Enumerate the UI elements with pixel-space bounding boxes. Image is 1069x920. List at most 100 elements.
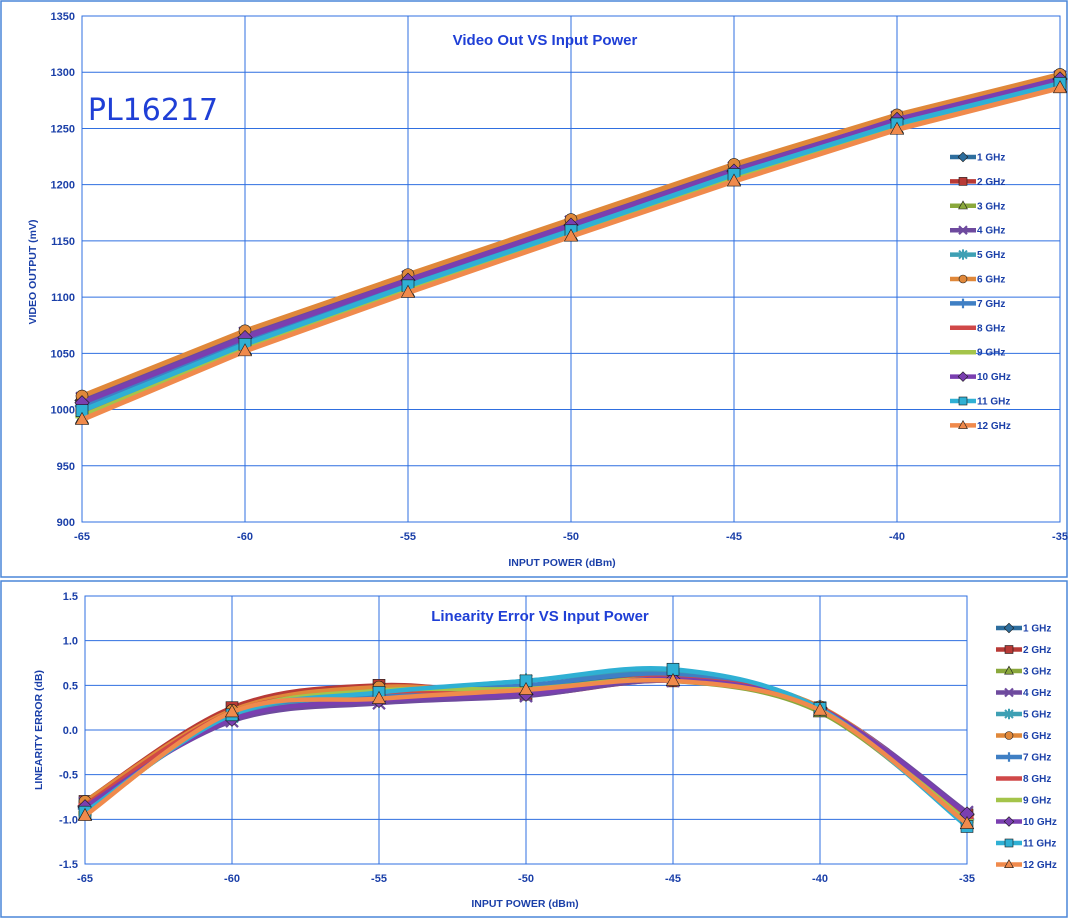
legend-marker — [958, 350, 968, 354]
series-12-ghz — [74, 80, 1068, 425]
legend-marker — [958, 249, 968, 260]
legend-item: 11 GHz — [996, 839, 1056, 850]
y-tick-label: 1100 — [51, 292, 75, 304]
legend-item: 12 GHz — [950, 419, 1011, 432]
series-12-ghz — [77, 673, 975, 829]
legend-label: 12 GHz — [977, 421, 1011, 432]
legend-item: 3 GHz — [950, 200, 1005, 212]
legend-label: 1 GHz — [1023, 624, 1051, 635]
x-tick-label: -50 — [518, 873, 534, 885]
y-tick-label: 1.5 — [63, 591, 78, 603]
x-tick-label: -45 — [665, 873, 681, 885]
y-axis-title: VIDEO OUTPUT (mV) — [27, 219, 39, 324]
legend-marker — [958, 225, 968, 235]
x-axis-title: INPUT POWER (dBm) — [471, 898, 578, 910]
legend-marker — [958, 298, 968, 309]
legend-item: 7 GHz — [950, 298, 1005, 310]
y-tick-label: -1.0 — [59, 814, 78, 826]
x-tick-label: -50 — [563, 531, 579, 543]
y-tick-label: 1150 — [51, 236, 75, 248]
legend-marker — [1004, 752, 1014, 762]
y-tick-label: 1300 — [51, 67, 75, 79]
data-point — [812, 702, 828, 716]
linearity-error-chart: -65 -60 -55 -50 -45 -40 -35 -1.5 -1.0 -0.5 0.0 0.5 1… — [0, 580, 1069, 920]
legend-item: 9 GHz — [996, 796, 1051, 807]
legend-label: 10 GHz — [1023, 817, 1057, 828]
y-tick-label: 950 — [57, 461, 75, 473]
legend-label: 6 GHz — [1023, 731, 1051, 742]
data-point — [563, 228, 579, 242]
x-tick-label: -40 — [889, 531, 905, 543]
legend-marker — [1004, 687, 1014, 698]
legend-marker — [958, 200, 968, 210]
legend-marker — [1004, 731, 1014, 740]
x-tick-label: -55 — [400, 531, 416, 543]
y-tick-label: 1000 — [51, 405, 75, 417]
legend-label: 2 GHz — [1023, 645, 1051, 656]
legend-item: 4 GHz — [996, 687, 1051, 699]
legend-marker — [958, 177, 968, 186]
legend-marker — [1004, 798, 1014, 802]
legend-label: 9 GHz — [977, 348, 1005, 359]
legend-label: 9 GHz — [1023, 796, 1051, 807]
chart-title: Linearity Error VS Input Power — [431, 608, 649, 625]
legend-marker — [1003, 622, 1015, 634]
chart-frame — [0, 0, 1068, 578]
chart-title: Video Out VS Input Power — [453, 32, 638, 49]
legend-item: 1 GHz — [950, 151, 1005, 164]
y-tick-label: -0.5 — [59, 770, 78, 782]
data-point — [400, 284, 416, 298]
data-point — [77, 807, 93, 821]
video-output-chart-svg: -65 -60 -55 -50 -45 -40 -35 900 950 1000 1050 1100 1… — [0, 0, 1068, 578]
legend-label: 8 GHz — [977, 323, 1005, 334]
x-tick-label: -35 — [1052, 531, 1068, 543]
legend-label: 5 GHz — [977, 250, 1005, 261]
data-point — [518, 681, 534, 695]
x-tick-label: -35 — [959, 873, 975, 885]
legend-marker — [957, 151, 969, 163]
legend-label: 7 GHz — [1023, 753, 1051, 764]
legend-marker — [1004, 645, 1014, 654]
legend-item: 2 GHz — [950, 177, 1005, 188]
y-tick-label: 1050 — [51, 348, 75, 360]
legend-marker — [958, 274, 968, 284]
legend-label: 6 GHz — [977, 275, 1005, 286]
legend-label: 12 GHz — [1023, 860, 1057, 871]
legend-item: 7 GHz — [996, 752, 1051, 764]
legend-label: 2 GHz — [977, 177, 1005, 188]
x-tick-label: -40 — [812, 873, 828, 885]
legend-item: 5 GHz — [996, 708, 1051, 721]
legend-item: 9 GHz — [950, 348, 1005, 359]
data-point — [1052, 80, 1068, 94]
x-tick-label: -65 — [74, 531, 90, 543]
legend-marker — [1004, 665, 1014, 675]
legend-item: 4 GHz — [950, 225, 1005, 237]
legend-label: 4 GHz — [1023, 688, 1051, 699]
x-tick-label: -65 — [77, 873, 93, 885]
linearity-error-chart-svg: -65 -60 -55 -50 -45 -40 -35 -1.5 -1.0 -0.5 0.0 0.5 1… — [0, 580, 1068, 918]
y-axis-title: LINEARITY ERROR (dB) — [33, 670, 45, 790]
legend-marker — [1004, 838, 1014, 848]
legend-label: 11 GHz — [1023, 839, 1056, 850]
data-point — [665, 673, 681, 686]
y-tick-label: -1.5 — [59, 859, 78, 871]
legend-label: 11 GHz — [977, 397, 1010, 408]
x-tick-label: -55 — [371, 873, 387, 885]
data-point — [224, 704, 240, 718]
legend-label: 3 GHz — [977, 201, 1005, 212]
legend-item: 11 GHz — [950, 397, 1010, 408]
y-tick-label: 1250 — [51, 123, 75, 135]
legend-marker — [1003, 816, 1015, 827]
x-tick-label: -60 — [224, 873, 240, 885]
legend-label: 3 GHz — [1023, 667, 1051, 678]
legend-item: 10 GHz — [950, 371, 1011, 383]
data-point — [74, 411, 90, 425]
legend-marker — [1004, 777, 1014, 780]
legend-marker — [958, 396, 968, 406]
legend-item: 8 GHz — [950, 323, 1005, 334]
legend-marker — [957, 371, 969, 382]
legend-item: 6 GHz — [950, 275, 1005, 286]
data-point — [959, 815, 975, 829]
y-tick-label: 1200 — [51, 180, 75, 192]
legend-label: 8 GHz — [1023, 774, 1051, 785]
